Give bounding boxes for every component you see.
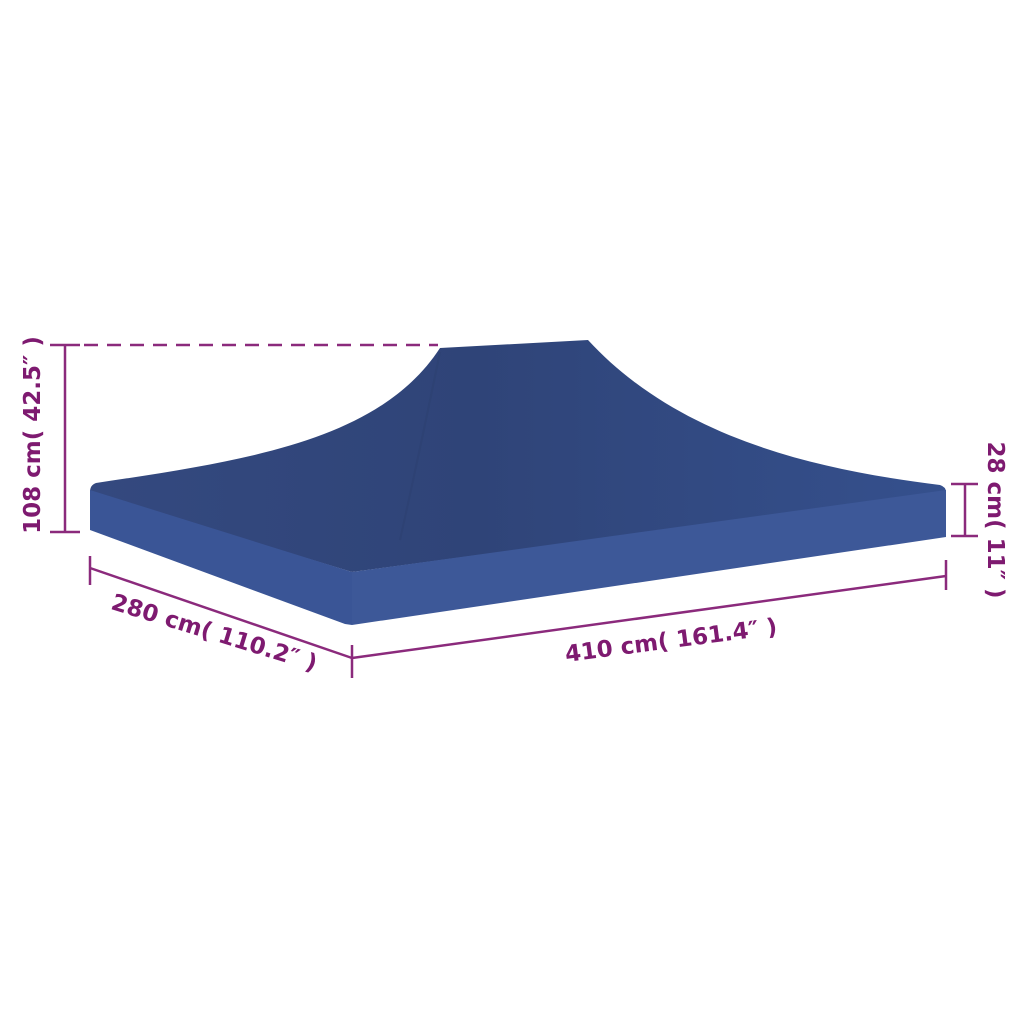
canopy-front-skirt (352, 490, 946, 625)
edge-height-label: 28 cm( 11″ ) (982, 442, 1008, 599)
height-dimension-line (50, 343, 438, 534)
canopy-top-surface (90, 340, 946, 572)
width-dimension-line (351, 560, 948, 660)
canopy-roof (90, 340, 946, 625)
canopy-left-skirt (90, 490, 352, 625)
width-label: 410 cm( 161.4″ ) (563, 614, 778, 668)
total-height-label: 108 cm( 42.5″ ) (20, 336, 46, 534)
edge-height-dimension-line (951, 482, 978, 538)
canopy-seam (399, 351, 441, 541)
depth-dimension-line (88, 556, 354, 678)
